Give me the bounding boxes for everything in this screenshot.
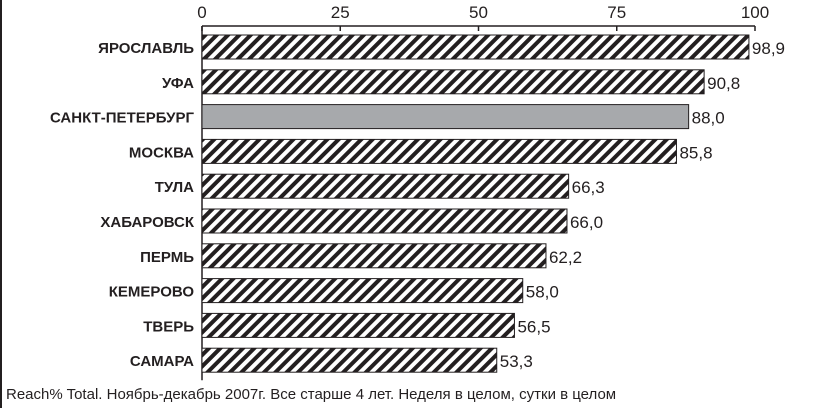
value-label: 58,0 xyxy=(526,283,559,302)
category-label: ТУЛА xyxy=(155,179,194,196)
bar xyxy=(201,243,547,269)
bar xyxy=(201,138,677,164)
bars-group xyxy=(201,34,750,373)
category-label: САНКТ-ПЕТЕРБУРГ xyxy=(50,110,195,127)
category-label: МОСКВА xyxy=(129,144,194,161)
value-label: 53,3 xyxy=(500,352,533,371)
bar xyxy=(201,278,524,304)
value-label: 98,9 xyxy=(752,39,785,58)
category-label: САМАРА xyxy=(130,353,194,370)
chart-footnote: Reach% Total. Ноябрь-декабрь 2007г. Все … xyxy=(6,386,617,403)
x-tick-label: 100 xyxy=(741,3,769,22)
bar xyxy=(201,69,705,95)
x-tick-label: 25 xyxy=(331,3,350,22)
value-label: 88,0 xyxy=(692,109,725,128)
bar xyxy=(201,173,570,199)
bar xyxy=(201,104,690,130)
value-label: 66,0 xyxy=(570,213,603,232)
bar xyxy=(201,208,568,234)
category-label: ХАБАРОВСК xyxy=(100,214,194,231)
x-tick-label: 0 xyxy=(197,3,206,22)
category-label: УФА xyxy=(162,75,194,92)
value-label: 90,8 xyxy=(707,74,740,93)
value-label: 62,2 xyxy=(549,248,582,267)
bar xyxy=(201,34,750,60)
category-label: ТВЕРЬ xyxy=(143,318,194,335)
category-label: ЯРОСЛАВЛЬ xyxy=(98,40,194,57)
value-labels: 98,9 90,8 88,0 85,8 66,3 66,0 62,2 58,0 56,5 53,3 xyxy=(500,39,785,371)
bar xyxy=(201,312,515,338)
bar xyxy=(201,347,498,373)
value-label: 56,5 xyxy=(517,317,550,336)
x-tick-label: 75 xyxy=(607,3,626,22)
y-axis-labels: ЯРОСЛАВЛЬ УФА САНКТ-ПЕТЕРБУРГ МОСКВА ТУЛА ХАБ… xyxy=(50,40,195,370)
category-label: КЕМЕРОВО xyxy=(109,284,195,301)
category-label: ПЕРМЬ xyxy=(140,249,194,266)
value-label: 85,8 xyxy=(679,143,712,162)
value-label: 66,3 xyxy=(572,178,605,197)
x-tick-label: 50 xyxy=(469,3,488,22)
